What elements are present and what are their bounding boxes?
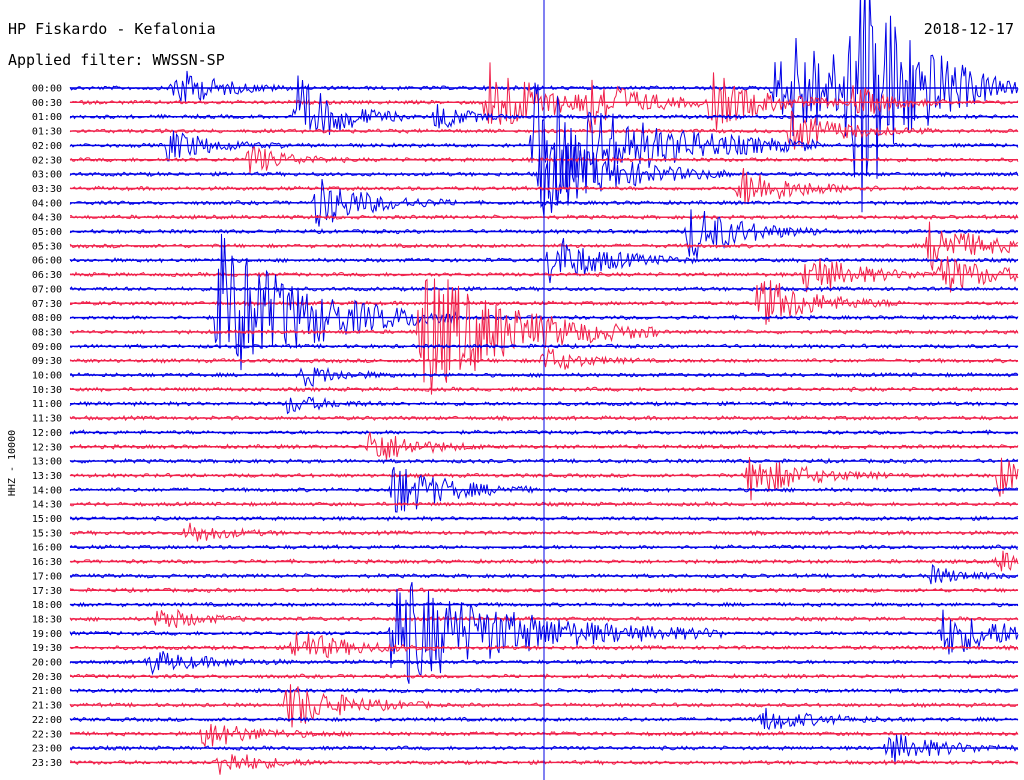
row-time-label: 05:00 xyxy=(32,227,62,238)
row-time-label: 17:00 xyxy=(32,571,62,582)
row-time-label: 08:30 xyxy=(32,327,62,338)
row-time-label: 06:30 xyxy=(32,270,62,281)
row-time-label: 23:30 xyxy=(32,758,62,769)
row-time-label: 14:00 xyxy=(32,485,62,496)
row-time-label: 04:30 xyxy=(32,213,62,224)
row-time-label: 02:00 xyxy=(32,141,62,152)
row-time-label: 15:00 xyxy=(32,514,62,525)
row-time-label: 18:00 xyxy=(32,600,62,611)
row-time-label: 07:00 xyxy=(32,284,62,295)
row-time-label: 15:30 xyxy=(32,528,62,539)
row-time-label: 22:30 xyxy=(32,729,62,740)
filter-label: Applied filter: WWSSN-SP xyxy=(8,51,225,69)
row-time-label: 12:00 xyxy=(32,428,62,439)
row-time-label: 00:30 xyxy=(32,98,62,109)
row-time-label: 08:00 xyxy=(32,313,62,324)
row-time-label: 11:00 xyxy=(32,399,62,410)
row-time-label: 01:00 xyxy=(32,112,62,123)
row-time-label: 17:30 xyxy=(32,586,62,597)
row-time-label: 14:30 xyxy=(32,500,62,511)
row-time-label: 05:30 xyxy=(32,241,62,252)
row-time-label: 11:30 xyxy=(32,414,62,425)
row-time-label: 03:00 xyxy=(32,170,62,181)
row-time-label: 04:00 xyxy=(32,198,62,209)
row-time-label: 12:30 xyxy=(32,442,62,453)
row-time-label: 21:30 xyxy=(32,701,62,712)
seismic-traces xyxy=(69,0,1019,780)
record-date: 2018-12-17 xyxy=(923,20,1014,38)
time-tick-labels: 00:00 00:30 01:00 01:30 02:00 02:30 03:00 03:30… xyxy=(32,84,62,769)
row-time-label: 10:30 xyxy=(32,385,62,396)
row-time-label: 07:30 xyxy=(32,299,62,310)
row-time-label: 02:30 xyxy=(32,155,62,166)
row-time-label: 01:30 xyxy=(32,127,62,138)
row-time-label: 06:00 xyxy=(32,256,62,267)
row-time-label: 20:30 xyxy=(32,672,62,683)
row-time-label: 13:00 xyxy=(32,457,62,468)
row-time-label: 20:00 xyxy=(32,658,62,669)
row-time-label: 09:30 xyxy=(32,356,62,367)
station-title: HP Fiskardo - Kefalonia xyxy=(8,20,216,38)
row-time-label: 19:00 xyxy=(32,629,62,640)
y-axis-label: HHZ - 10000 xyxy=(7,430,18,496)
row-time-label: 23:00 xyxy=(32,744,62,755)
row-time-label: 13:30 xyxy=(32,471,62,482)
row-time-label: 03:30 xyxy=(32,184,62,195)
row-time-label: 09:00 xyxy=(32,342,62,353)
row-time-label: 22:00 xyxy=(32,715,62,726)
row-time-label: 10:00 xyxy=(32,371,62,382)
row-time-label: 16:30 xyxy=(32,557,62,568)
row-time-label: 18:30 xyxy=(32,614,62,625)
row-time-label: 16:00 xyxy=(32,543,62,554)
row-time-label: 21:00 xyxy=(32,686,62,697)
row-time-label: 00:00 xyxy=(32,84,62,95)
row-time-label: 19:30 xyxy=(32,643,62,654)
